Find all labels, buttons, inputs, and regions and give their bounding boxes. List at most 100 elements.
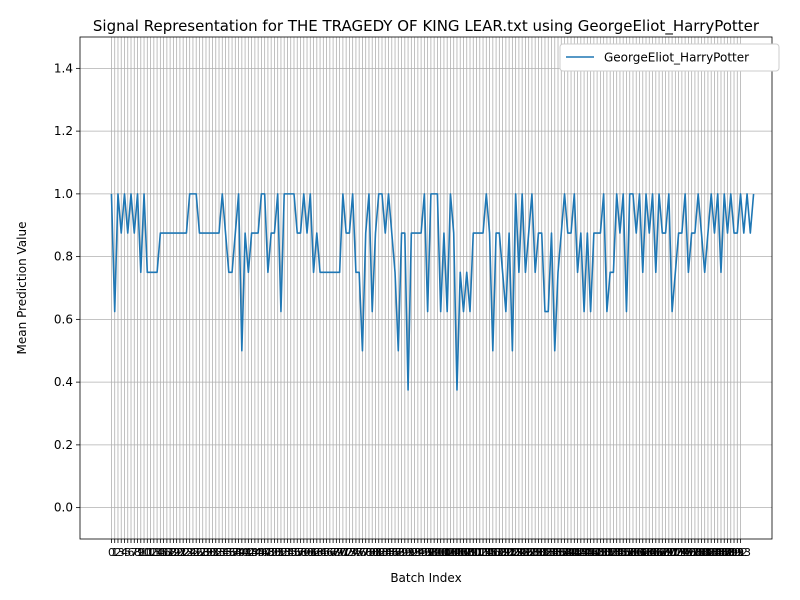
x-tick-label: 32 — [209, 546, 223, 559]
x-tick-label: 117 — [482, 546, 503, 559]
x-tick-label: 138 — [551, 546, 572, 559]
x-tick-label: 150 — [590, 546, 611, 559]
x-tick-label: 166 — [642, 546, 663, 559]
x-tick-label: 129 — [521, 546, 542, 559]
x-tick-label: 190 — [720, 546, 741, 559]
x-tick-label: 24 — [183, 546, 197, 559]
x-tick-label: 96 — [417, 546, 431, 559]
x-tick-label: 107 — [450, 546, 471, 559]
x-tick-label: 41 — [238, 546, 252, 559]
x-tick-label: 31 — [206, 546, 220, 559]
y-tick-label: 1.0 — [54, 187, 73, 201]
x-tick-label: 8 — [134, 546, 141, 559]
x-tick-label: 185 — [704, 546, 725, 559]
legend-label: GeorgeEliot_HarryPotter — [604, 51, 749, 65]
x-tick-label: 193 — [730, 546, 751, 559]
x-tick-label: 94 — [411, 546, 425, 559]
x-tick-label: 186 — [707, 546, 728, 559]
x-tick-label: 126 — [512, 546, 533, 559]
x-tick-label: 156 — [609, 546, 630, 559]
x-tick-label: 169 — [652, 546, 673, 559]
x-tick-label: 89 — [395, 546, 409, 559]
x-tick-label: 180 — [688, 546, 709, 559]
x-tick-label: 148 — [583, 546, 604, 559]
x-tick-label: 34 — [215, 546, 229, 559]
x-tick-label: 5 — [124, 546, 131, 559]
x-tick-label: 27 — [192, 546, 206, 559]
x-tick-label: 113 — [469, 546, 490, 559]
x-tick-label: 71 — [336, 546, 350, 559]
x-tick-label: 149 — [587, 546, 608, 559]
x-tick-label: 90 — [398, 546, 412, 559]
x-tick-label: 161 — [626, 546, 647, 559]
x-tick-label: 17 — [160, 546, 174, 559]
y-tick-label: 0.0 — [54, 501, 73, 515]
x-tick-label: 142 — [564, 546, 585, 559]
x-tick-label: 116 — [479, 546, 500, 559]
x-tick-label: 133 — [534, 546, 555, 559]
x-tick-label: 12 — [144, 546, 158, 559]
x-tick-label: 59 — [297, 546, 311, 559]
x-tick-label: 42 — [241, 546, 255, 559]
x-tick-label: 154 — [603, 546, 624, 559]
x-tick-label: 25 — [186, 546, 200, 559]
y-tick-label: 1.4 — [54, 61, 73, 75]
y-tick-label: 0.2 — [54, 438, 73, 452]
x-tick-label: 58 — [294, 546, 308, 559]
x-tick-label: 130 — [525, 546, 546, 559]
x-tick-label: 110 — [460, 546, 481, 559]
x-tick-label: 106 — [446, 546, 467, 559]
x-tick-label: 1 — [111, 546, 118, 559]
y-axis-label: Mean Prediction Value — [15, 222, 29, 355]
x-tick-label: 2 — [114, 546, 121, 559]
x-tick-label: 9 — [137, 546, 144, 559]
x-tick-label: 82 — [372, 546, 386, 559]
x-tick-label: 132 — [531, 546, 552, 559]
x-tick-label: 91 — [401, 546, 415, 559]
x-tick-label: 187 — [710, 546, 731, 559]
x-tick-label: 98 — [424, 546, 438, 559]
x-tick-label: 147 — [580, 546, 601, 559]
x-tick-label: 44 — [248, 546, 262, 559]
x-tick-label: 73 — [342, 546, 356, 559]
x-tick-label: 188 — [714, 546, 735, 559]
x-tick-label: 76 — [352, 546, 366, 559]
x-tick-label: 92 — [404, 546, 418, 559]
x-tick-label: 176 — [675, 546, 696, 559]
x-tick-label: 80 — [365, 546, 379, 559]
x-tick-label: 28 — [196, 546, 210, 559]
x-tick-label: 52 — [274, 546, 288, 559]
x-tick-label: 170 — [655, 546, 676, 559]
x-tick-label: 81 — [368, 546, 382, 559]
x-tick-label: 135 — [541, 546, 562, 559]
x-tick-label: 181 — [691, 546, 712, 559]
x-tick-label: 7 — [131, 546, 138, 559]
x-tick-label: 45 — [251, 546, 265, 559]
x-tick-label: 14 — [150, 546, 164, 559]
x-axis-label: Batch Index — [390, 571, 461, 585]
x-tick-label: 38 — [228, 546, 242, 559]
x-tick-label: 65 — [316, 546, 330, 559]
x-tick-label: 87 — [388, 546, 402, 559]
x-tick-label: 109 — [456, 546, 477, 559]
x-tick-label: 191 — [724, 546, 745, 559]
x-tick-label: 70 — [333, 546, 347, 559]
x-tick-label: 164 — [636, 546, 657, 559]
x-tick-label: 119 — [489, 546, 510, 559]
x-tick-label: 192 — [727, 546, 748, 559]
x-tick-label: 68 — [326, 546, 340, 559]
x-tick-label: 19 — [166, 546, 180, 559]
x-tick-label: 0 — [108, 546, 115, 559]
x-tick-label: 6 — [128, 546, 135, 559]
x-tick-label: 40 — [235, 546, 249, 559]
x-tick-label: 136 — [544, 546, 565, 559]
x-tick-label: 3 — [118, 546, 125, 559]
x-tick-label: 33 — [212, 546, 226, 559]
x-tick-label: 102 — [433, 546, 454, 559]
chart-title: Signal Representation for THE TRAGEDY OF… — [93, 17, 760, 36]
x-tick-label: 37 — [225, 546, 239, 559]
x-tick-label: 124 — [505, 546, 526, 559]
x-tick-label: 103 — [437, 546, 458, 559]
y-axis: 0.0 0.2 0.4 0.6 0.8 1.0 1.2 1.4 — [54, 61, 80, 515]
